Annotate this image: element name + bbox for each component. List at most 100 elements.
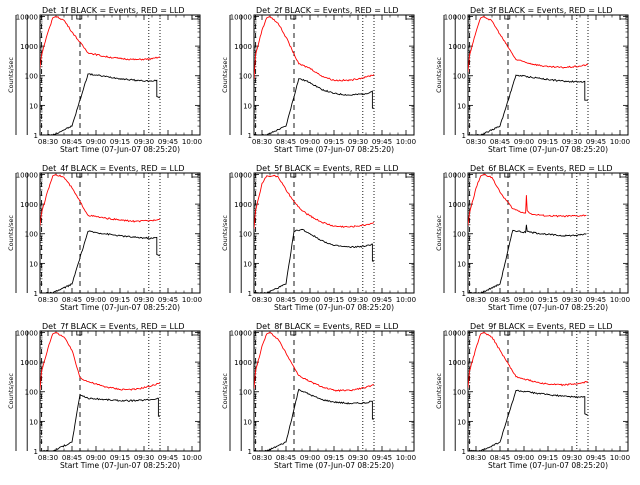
x-tick-label: 08:30 <box>38 138 58 146</box>
x-tick-label: 09:00 <box>300 296 320 304</box>
y-tick-label: 1000 <box>20 359 38 367</box>
x-tick-label: 09:00 <box>86 454 106 462</box>
x-tick-label: 08:30 <box>252 138 272 146</box>
plot-frame <box>253 330 415 452</box>
x-tick-label: 08:45 <box>490 296 510 304</box>
panel-6: Det_6f BLACK = Events, RED = LLD 1 10 100 10… <box>435 164 630 312</box>
x-axis-label: Start Time (07-Jun-07 08:25:20) <box>60 145 180 154</box>
panel-title: Det_8f BLACK = Events, RED = LLD <box>256 322 399 331</box>
events-series-line <box>468 224 587 293</box>
corner-marker <box>405 15 413 20</box>
panel-title: Det_4f BLACK = Events, RED = LLD <box>42 164 185 173</box>
peak-marker <box>504 15 511 20</box>
corner-marker <box>619 331 627 336</box>
y-tick-label: 100 <box>25 231 38 239</box>
y-tick-label: 1 <box>248 132 252 140</box>
y-axis-label: Counts/sec <box>435 215 443 251</box>
y-tick-label: 1 <box>34 448 38 456</box>
y-tick-label: 100 <box>239 389 252 397</box>
x-tick-label: 10:00 <box>182 296 202 304</box>
x-tick-label: 09:45 <box>372 138 392 146</box>
panel-7: Det_7f BLACK = Events, RED = LLD 1 10 100 10… <box>7 322 202 470</box>
x-axis-label: Start Time (07-Jun-07 08:25:20) <box>274 145 394 154</box>
y-tick-label: 10 <box>243 418 252 426</box>
lld-series-line <box>254 174 375 229</box>
y-axis-label: Counts/sec <box>221 373 229 409</box>
plot-frame <box>253 172 415 294</box>
x-tick-label: 09:45 <box>158 138 178 146</box>
x-axis-label: Start Time (07-Jun-07 08:25:20) <box>60 461 180 470</box>
peak-marker <box>76 173 83 178</box>
y-tick-label: 10 <box>457 102 466 110</box>
y-tick-label: 10 <box>29 418 38 426</box>
events-series-line <box>254 388 374 451</box>
lld-series-line <box>468 332 589 389</box>
corner-marker <box>191 173 199 178</box>
events-series-line <box>254 228 374 293</box>
x-axis-label: Start Time (07-Jun-07 08:25:20) <box>274 461 394 470</box>
x-tick-label: 09:45 <box>586 138 606 146</box>
lld-series-line <box>254 15 375 82</box>
y-tick-label: 100 <box>453 73 466 81</box>
events-series-line <box>254 78 374 135</box>
events-series-line <box>40 73 161 135</box>
y-tick-label: 1 <box>462 290 466 298</box>
x-tick-label: 10:00 <box>610 296 630 304</box>
peak-marker <box>504 331 511 336</box>
x-tick-label: 09:45 <box>372 454 392 462</box>
x-tick-label: 08:45 <box>276 454 296 462</box>
panel-title: Det_9f BLACK = Events, RED = LLD <box>470 322 613 331</box>
y-tick-label: 10 <box>29 102 38 110</box>
x-tick-label: 08:30 <box>466 296 486 304</box>
x-tick-label: 09:15 <box>538 138 558 146</box>
x-tick-label: 09:45 <box>372 296 392 304</box>
x-tick-label: 09:30 <box>562 454 582 462</box>
x-tick-label: 09:30 <box>562 138 582 146</box>
y-tick-label: 100 <box>453 389 466 397</box>
x-tick-label: 09:45 <box>158 454 178 462</box>
x-tick-label: 09:30 <box>134 138 154 146</box>
lld-series-line <box>40 173 161 227</box>
y-tick-label: 10 <box>243 102 252 110</box>
y-tick-label: 1 <box>34 132 38 140</box>
x-axis-label: Start Time (07-Jun-07 08:25:20) <box>60 303 180 312</box>
corner-marker <box>405 331 413 336</box>
y-axis-label: Counts/sec <box>221 215 229 251</box>
panel-title: Det_3f BLACK = Events, RED = LLD <box>470 6 613 15</box>
panel-4: Det_4f BLACK = Events, RED = LLD 1 10 100 10… <box>7 164 202 312</box>
y-tick-label: 1 <box>248 448 252 456</box>
y-tick-label: 1 <box>248 290 252 298</box>
lld-series-line <box>40 332 161 391</box>
x-tick-label: 08:45 <box>276 296 296 304</box>
corner-marker <box>191 15 199 20</box>
y-axis-label: Counts/sec <box>221 57 229 93</box>
x-tick-label: 09:00 <box>86 296 106 304</box>
panel-title: Det_6f BLACK = Events, RED = LLD <box>470 164 613 173</box>
x-tick-label: 10:00 <box>182 454 202 462</box>
x-tick-label: 09:45 <box>586 454 606 462</box>
corner-marker <box>619 173 627 178</box>
y-axis-label: Counts/sec <box>7 215 15 251</box>
x-tick-label: 09:15 <box>324 296 344 304</box>
x-tick-label: 08:45 <box>62 296 82 304</box>
y-tick-label: 100 <box>25 73 38 81</box>
y-tick-label: 1000 <box>20 201 38 209</box>
plot-frame <box>467 330 629 452</box>
x-tick-label: 08:30 <box>466 454 486 462</box>
plot-frame <box>253 14 415 136</box>
x-tick-label: 09:00 <box>300 138 320 146</box>
x-tick-label: 09:45 <box>586 296 606 304</box>
x-tick-label: 09:15 <box>538 296 558 304</box>
corner-marker <box>405 173 413 178</box>
y-tick-label: 10 <box>457 418 466 426</box>
panel-1: Det_1f BLACK = Events, RED = LLD 1 10 100 10… <box>7 6 202 154</box>
x-tick-label: 08:45 <box>490 138 510 146</box>
x-tick-label: 09:00 <box>514 296 534 304</box>
x-tick-label: 08:45 <box>62 138 82 146</box>
y-tick-label: 1000 <box>448 43 466 51</box>
y-axis-label: Counts/sec <box>7 57 15 93</box>
x-tick-label: 08:30 <box>252 296 272 304</box>
x-tick-label: 09:15 <box>110 454 130 462</box>
x-axis-label: Start Time (07-Jun-07 08:25:20) <box>488 461 608 470</box>
